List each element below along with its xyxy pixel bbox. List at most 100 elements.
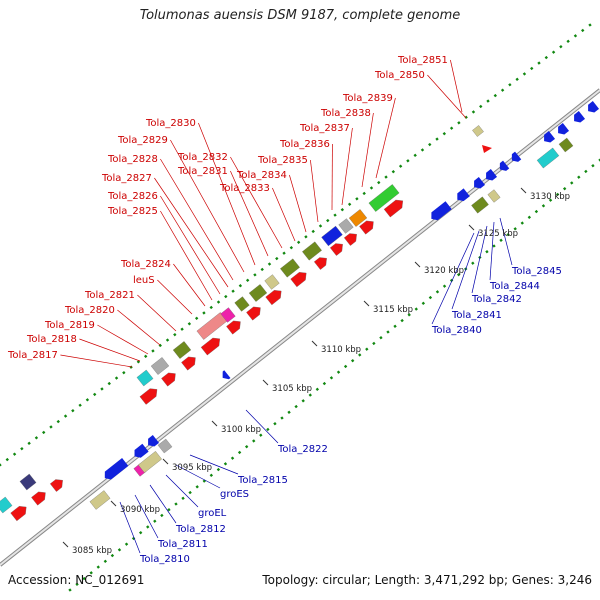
- ruler-tick: [492, 244, 496, 248]
- gene-shape: [139, 388, 158, 405]
- ruler-tick: [230, 456, 235, 460]
- top-leader-line: [272, 187, 296, 242]
- ruler-tick: [471, 261, 475, 265]
- gene-upper: [368, 184, 400, 212]
- gene-red: [343, 233, 357, 246]
- ruler-tick: [266, 427, 270, 432]
- bottom-leader-line: [165, 474, 199, 508]
- gene-lower: [558, 137, 574, 153]
- bottom-gene-label: Tola_2812: [175, 524, 226, 535]
- scale-tick: [363, 300, 370, 307]
- gene-blue: [474, 176, 486, 189]
- ruler-tick: [548, 198, 553, 202]
- ruler-tick: [506, 232, 510, 237]
- gene-upper: [302, 241, 322, 261]
- ruler-tick: [464, 115, 468, 120]
- top-gene-label: Tola_2839: [342, 93, 393, 104]
- gene-lower: [471, 196, 489, 214]
- ruler-tick: [559, 45, 563, 49]
- top-leader-line: [160, 210, 213, 301]
- top-gene-label: Tola_2826: [107, 191, 158, 202]
- ruler-tick: [513, 227, 517, 231]
- ruler-tick: [486, 99, 490, 103]
- gene-lower: [89, 490, 111, 510]
- gene-blue: [431, 201, 452, 221]
- bottom-leader-line: [245, 409, 279, 444]
- gene-shape: [471, 196, 489, 214]
- bottom-gene-label: Tola_2841: [451, 310, 502, 321]
- ruler-tick: [273, 422, 277, 426]
- top-leader-line: [289, 174, 307, 233]
- gene-blue: [222, 370, 231, 380]
- ruler-tick: [238, 284, 243, 288]
- gene-red: [139, 388, 158, 405]
- gene-upper: [220, 307, 236, 323]
- ruler-tick: [294, 404, 298, 409]
- gene-shape: [161, 372, 176, 387]
- gene-lower: [138, 451, 162, 473]
- top-gene-label: Tola_2831: [177, 166, 228, 177]
- top-gene-label: Tola_2817: [7, 350, 58, 361]
- scale-tick: [162, 458, 169, 465]
- gene-red: [200, 337, 221, 356]
- ruler-tick: [223, 462, 228, 466]
- ruler-tick: [253, 273, 257, 277]
- top-leader-line: [450, 59, 463, 113]
- gene-shape: [383, 199, 404, 218]
- top-gene-label: Tola_2821: [84, 290, 135, 301]
- gene-shape: [246, 306, 261, 321]
- top-gene-label: Tola_2820: [64, 305, 115, 316]
- gene-shape: [150, 357, 170, 375]
- ruler-tick: [122, 370, 126, 375]
- scale-tick: [110, 500, 117, 507]
- bottom-gene-label: Tola_2840: [431, 325, 482, 336]
- ruler-tick: [493, 93, 497, 98]
- scale-label: 3100 kbp: [221, 425, 261, 435]
- ruler-tick: [329, 376, 334, 380]
- gene-red: [383, 199, 404, 218]
- top-leader-line: [154, 177, 229, 288]
- bottom-leader-line: [431, 232, 475, 325]
- gene-red: [181, 356, 196, 371]
- top-gene-label: Tola_2825: [107, 206, 158, 217]
- ruler-tick: [456, 272, 461, 277]
- ruler-tick: [42, 430, 46, 435]
- ruler-tick: [27, 441, 31, 445]
- gene-blue: [588, 100, 600, 113]
- ruler-tick: [160, 513, 164, 518]
- ruler-tick: [153, 519, 157, 523]
- ruler-tick: [326, 218, 330, 223]
- top-gene-label: Tola_2833: [219, 183, 270, 194]
- gene-shape: [181, 356, 196, 371]
- ruler-tick: [541, 204, 546, 208]
- ruler-tick: [584, 169, 588, 174]
- ruler-tick: [407, 313, 411, 317]
- gene-shape: [431, 201, 452, 221]
- ruler-tick: [414, 307, 418, 311]
- gene-red: [313, 257, 327, 270]
- scale-label: 3120 kbp: [424, 266, 464, 276]
- top-leader-line: [79, 338, 141, 362]
- gene-upper: [248, 284, 268, 302]
- ruler-tick: [343, 364, 348, 369]
- gene-red: [265, 290, 282, 306]
- gene-shape: [486, 168, 498, 181]
- ruler-tick: [138, 530, 143, 535]
- ruler-tick: [308, 393, 312, 397]
- gene-shape: [222, 370, 231, 380]
- ruler-tick: [20, 447, 24, 451]
- ruler-tick: [194, 316, 199, 321]
- top-gene-label: Tola_2835: [257, 155, 308, 166]
- gene-shape: [558, 122, 570, 135]
- top-leader-line: [160, 158, 234, 281]
- gene-shape: [0, 496, 13, 514]
- ruler-tick: [93, 392, 97, 397]
- ruler-tick: [566, 39, 570, 43]
- gene-lower: [487, 189, 501, 203]
- top-gene-label: Tola_2819: [44, 320, 95, 331]
- scale-label: 3085 kbp: [72, 546, 112, 556]
- map-title: Tolumonas auensis DSM 9187, complete gen…: [139, 8, 461, 23]
- gene-shape: [290, 272, 307, 288]
- ruler-tick: [107, 381, 111, 386]
- gene-shape: [10, 506, 27, 522]
